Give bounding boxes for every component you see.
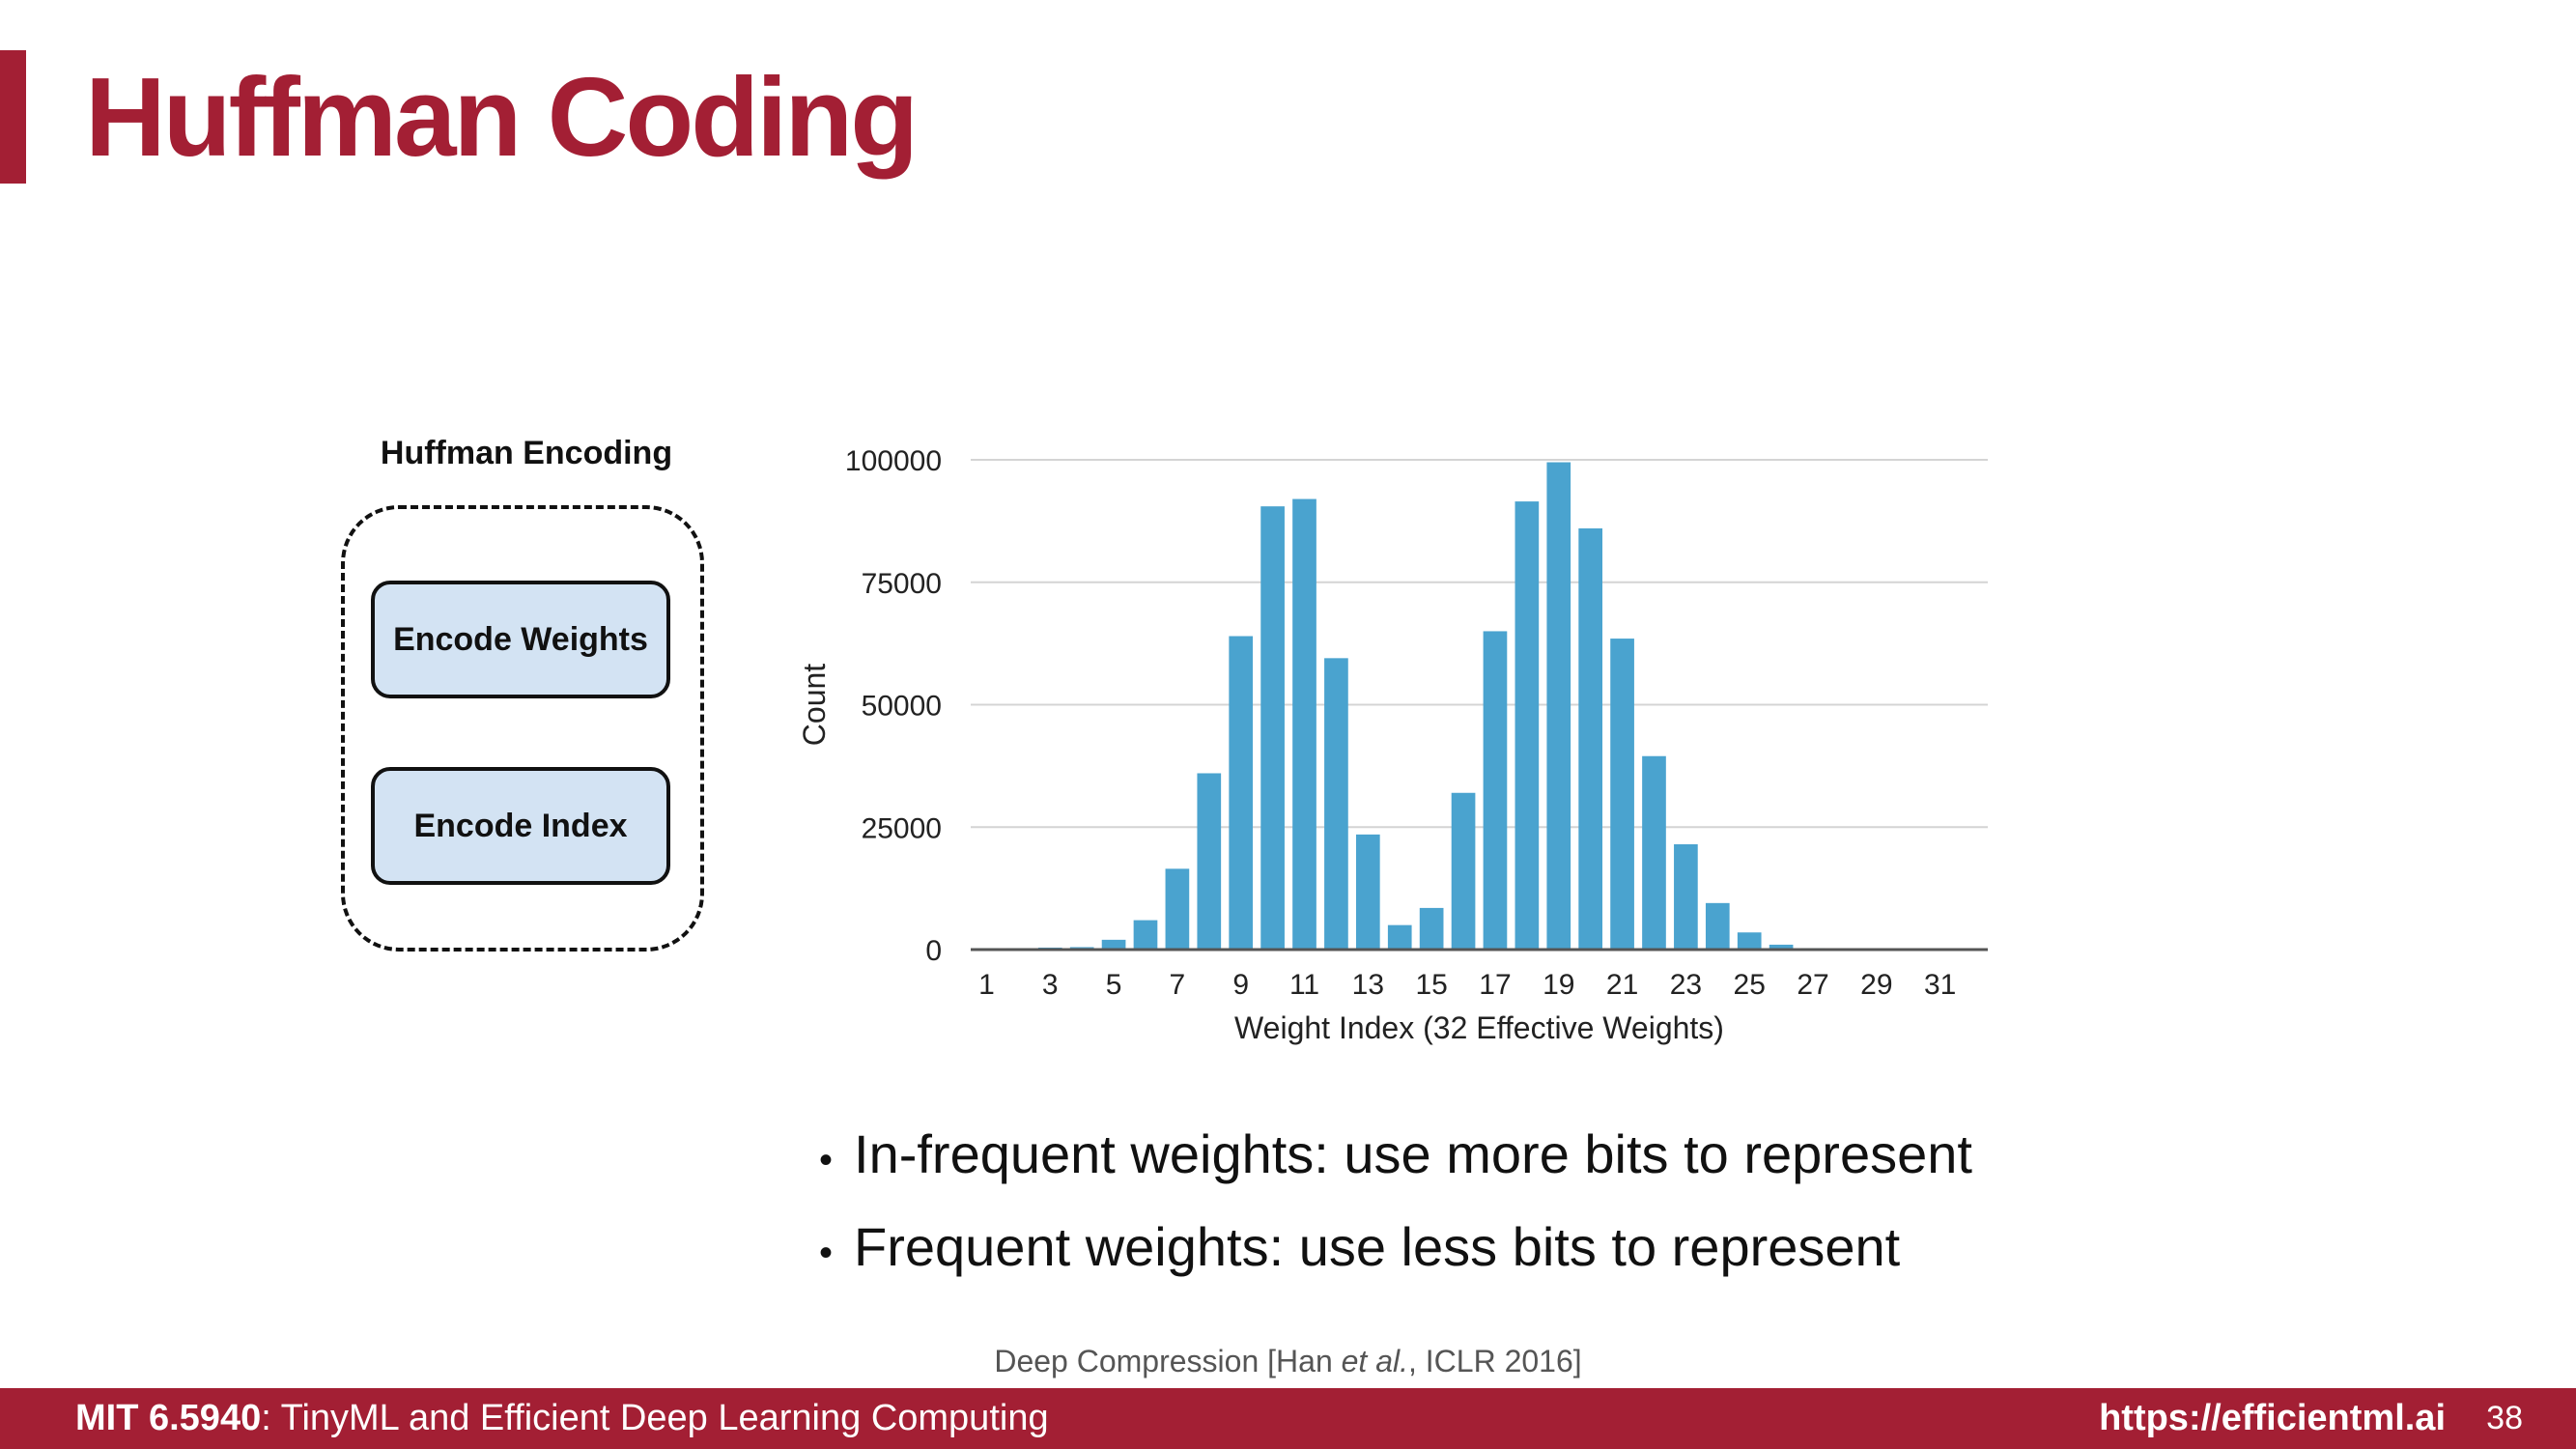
x-axis-label: Weight Index (32 Effective Weights) [1234,1010,1724,1045]
encode-weights-box: Encode Weights [371,581,670,698]
y-tick-label: 50000 [862,691,942,723]
citation-etal: et al. [1341,1344,1408,1378]
y-tick-label: 100000 [845,445,942,477]
y-tick-label: 0 [925,935,942,967]
bullet-list: • In-frequent weights: use more bits to … [819,1111,1972,1296]
bar-weight-15 [1419,907,1444,950]
bar-weight-20 [1578,527,1603,950]
citation-suffix: , ICLR 2016] [1408,1344,1582,1378]
bar-weight-12 [1324,658,1348,950]
x-tick-label: 3 [1042,969,1059,1001]
x-tick-label: 31 [1924,969,1956,1001]
bar-weight-5 [1101,939,1126,950]
huffman-encoding-heading: Huffman Encoding [380,435,673,471]
bullet-dot-icon: • [819,1232,834,1274]
footer-url-link[interactable]: https://efficientml.ai [2099,1398,2446,1438]
x-tick-label: 27 [1797,969,1828,1001]
huffman-encoding-box [341,505,704,952]
bar-weight-24 [1705,902,1730,950]
bar-weight-9 [1229,636,1254,950]
bar-weight-10 [1260,506,1285,950]
bar-weight-7 [1165,868,1190,950]
x-tick-label: 17 [1479,969,1511,1001]
page-title: Huffman Coding [85,54,919,180]
x-tick-label: 9 [1232,969,1249,1001]
bar-weight-14 [1387,924,1412,950]
y-tick-label: 25000 [862,812,942,844]
x-tick-label: 13 [1352,969,1384,1001]
x-tick-label: 23 [1670,969,1702,1001]
bar-weight-22 [1642,755,1666,950]
footer-bar: MIT 6.5940: TinyML and Efficient Deep Le… [0,1388,2576,1449]
bullet-infrequent: • In-frequent weights: use more bits to … [819,1111,1972,1204]
x-tick-label: 1 [978,969,995,1001]
bar-weight-18 [1514,501,1540,950]
bar-weight-25 [1737,932,1762,950]
bar-weight-6 [1133,920,1158,950]
x-tick-label: 29 [1860,969,1892,1001]
x-tick-label: 5 [1106,969,1122,1001]
x-tick-label: 21 [1606,969,1638,1001]
bar-weight-16 [1451,792,1476,950]
citation-prefix: Deep Compression [Han [994,1344,1342,1378]
bullet-text: In-frequent weights: use more bits to re… [854,1123,1972,1184]
encode-index-box: Encode Index [371,767,670,885]
bar-weight-19 [1546,462,1571,950]
x-tick-label: 25 [1734,969,1766,1001]
bar-weight-26 [1769,944,1794,950]
bar-weight-13 [1355,834,1380,950]
x-tick-label: 11 [1289,969,1319,1001]
title-accent-bar [0,50,26,184]
page-number: 38 [2486,1400,2523,1436]
footer-course-code: MIT 6.5940 [75,1398,262,1438]
x-tick-label: 15 [1415,969,1447,1001]
bar-weight-23 [1674,843,1698,950]
bullet-dot-icon: • [819,1139,834,1181]
bar-weight-8 [1197,773,1222,950]
citation: Deep Compression [Han et al., ICLR 2016] [0,1344,2576,1379]
bullet-text: Frequent weights: use less bits to repre… [854,1216,1901,1277]
y-axis-label: Count [797,664,832,747]
footer-course: MIT 6.5940: TinyML and Efficient Deep Le… [75,1398,1049,1439]
bar-weight-21 [1610,639,1634,950]
bar-weight-17 [1483,631,1508,950]
x-tick-label: 19 [1543,969,1574,1001]
bullet-frequent: • Frequent weights: use less bits to rep… [819,1204,1972,1296]
y-tick-label: 75000 [862,568,942,600]
x-tick-label: 7 [1170,969,1186,1001]
footer-course-name: : TinyML and Efficient Deep Learning Com… [261,1398,1049,1438]
bar-weight-11 [1292,498,1316,950]
